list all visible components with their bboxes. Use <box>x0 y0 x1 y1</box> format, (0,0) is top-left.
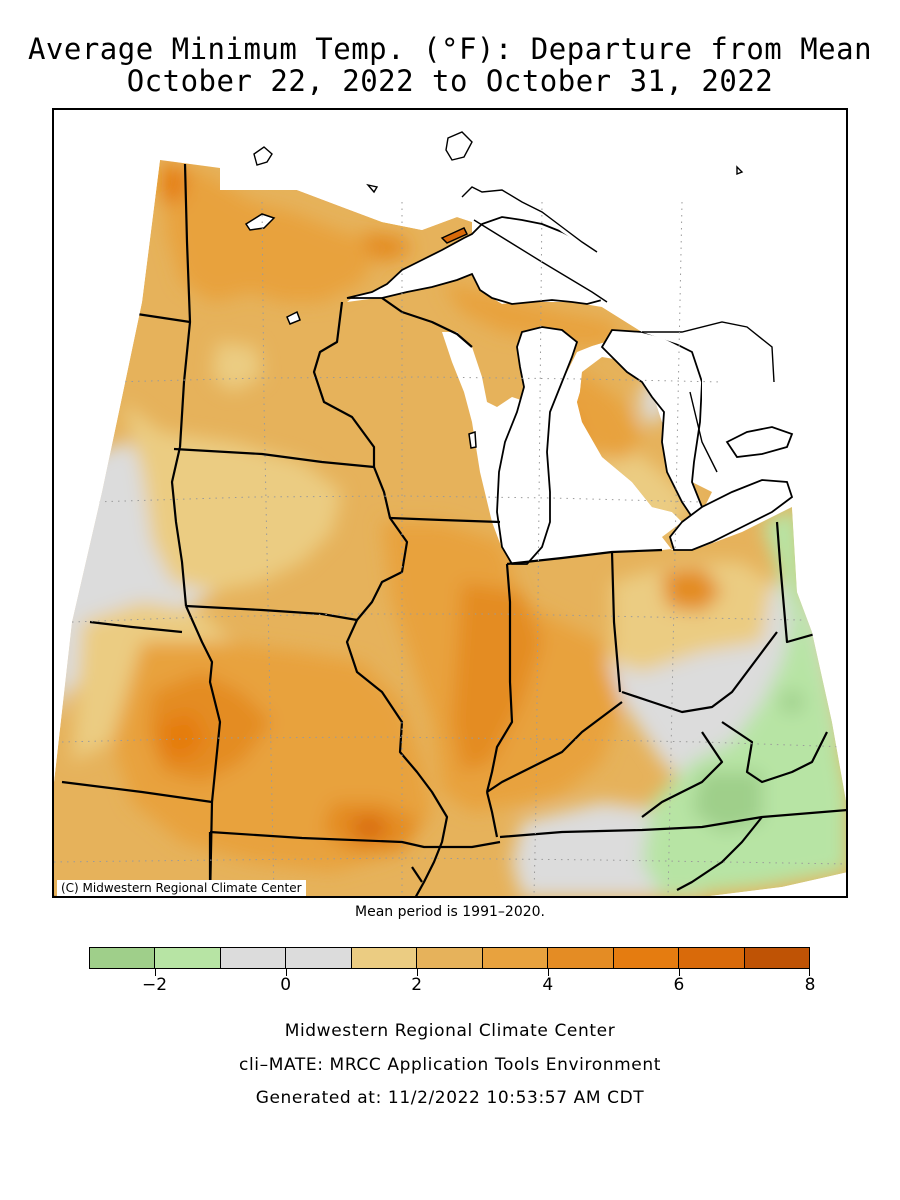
legend-tick-label: −2 <box>142 975 168 995</box>
outside-mask-left <box>54 110 160 782</box>
legend-swatch <box>351 948 418 968</box>
departure-map <box>54 110 846 896</box>
legend-tick-label: 4 <box>542 975 554 995</box>
legend-tick <box>416 969 418 976</box>
graticule <box>54 201 846 896</box>
canada-mask <box>220 152 472 230</box>
legend-swatch <box>220 948 287 968</box>
map-date-range: October 22, 2022 to October 31, 2022 <box>126 64 774 98</box>
legend-tick-label: 6 <box>673 975 685 995</box>
legend-swatch <box>548 948 614 968</box>
legend-swatch <box>155 948 221 968</box>
mean-period-note: Mean period is 1991–2020. <box>355 904 545 920</box>
footer-tool: cli–MATE: MRCC Application Tools Environ… <box>239 1055 661 1075</box>
legend-tick <box>285 969 287 976</box>
legend-swatch <box>613 948 680 968</box>
legend-swatch <box>482 948 549 968</box>
legend-tick <box>678 969 680 976</box>
legend-tick-label: 8 <box>804 975 816 995</box>
map-title: Average Minimum Temp. (°F): Departure fr… <box>27 32 873 66</box>
legend-tick <box>547 969 549 976</box>
legend-tick-label: 2 <box>411 975 423 995</box>
outside-mask-right <box>792 482 846 801</box>
islands <box>244 213 477 449</box>
map-copyright: (C) Midwestern Regional Climate Center <box>57 880 306 896</box>
legend-tick-label: 0 <box>280 975 292 995</box>
state-borders <box>54 163 846 896</box>
legend-swatch <box>286 948 352 968</box>
color-legend <box>89 947 810 969</box>
footer-org: Midwestern Regional Climate Center <box>284 1021 616 1041</box>
great-lakes <box>346 216 794 565</box>
legend-swatch <box>679 948 745 968</box>
ontario-peninsula <box>702 332 772 442</box>
legend-swatch <box>417 948 483 968</box>
canada-features <box>253 131 775 473</box>
legend-tick <box>154 969 156 976</box>
legend-tick <box>809 969 810 976</box>
legend-swatch <box>744 948 809 968</box>
footer-timestamp: Generated at: 11/2/2022 10:53:57 AM CDT <box>255 1088 645 1108</box>
map-panel <box>52 108 848 898</box>
legend-ticks <box>89 969 810 977</box>
canada-east-mask <box>502 110 846 432</box>
outside-mask-bottom <box>710 872 846 896</box>
legend-swatch <box>90 948 156 968</box>
